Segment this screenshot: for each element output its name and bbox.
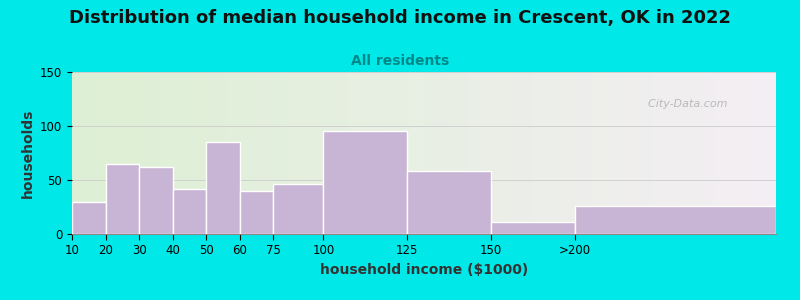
Bar (72, 202, 106, 234)
Y-axis label: households: households (21, 108, 34, 198)
Bar (173, 189, 206, 234)
Bar (407, 171, 491, 234)
Text: All residents: All residents (351, 54, 449, 68)
Bar (139, 167, 173, 234)
Bar (491, 222, 575, 234)
Bar (206, 142, 240, 234)
Bar (240, 191, 273, 234)
Bar (106, 164, 139, 234)
Text: Distribution of median household income in Crescent, OK in 2022: Distribution of median household income … (69, 9, 731, 27)
Bar (273, 184, 323, 234)
Bar (323, 131, 407, 234)
Text: City-Data.com: City-Data.com (642, 99, 728, 110)
Bar (575, 206, 776, 234)
X-axis label: household income ($1000): household income ($1000) (320, 263, 528, 277)
